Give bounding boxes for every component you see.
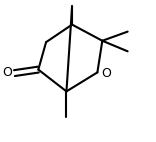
Text: O: O xyxy=(101,67,111,80)
Text: O: O xyxy=(2,66,12,79)
